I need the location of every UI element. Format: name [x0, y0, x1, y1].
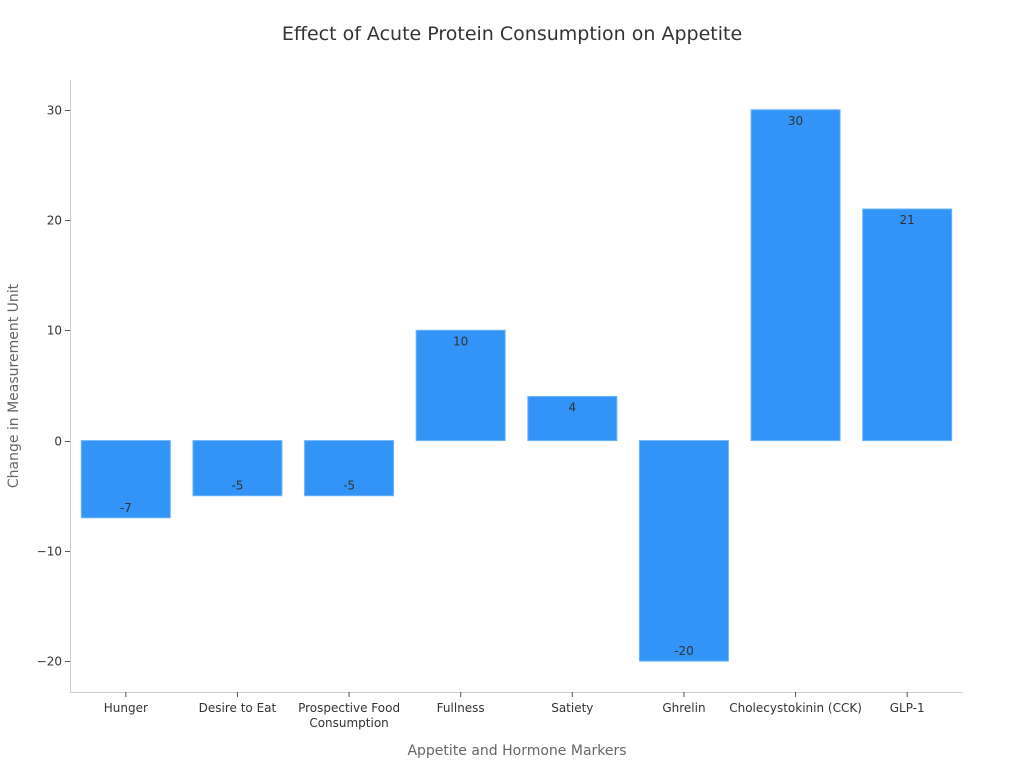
data-label: 10: [453, 334, 468, 348]
bar-cholecystokinin-cck-: [750, 109, 841, 442]
x-tick-label: Ghrelin: [662, 701, 705, 715]
y-tick-label: −20: [37, 655, 62, 669]
x-tick-label: GLP-1: [890, 701, 925, 715]
bar-fullness: [415, 329, 506, 442]
y-tick-label: 30: [47, 104, 62, 118]
x-tick-label: Hunger: [104, 701, 148, 715]
data-label: 30: [788, 114, 803, 128]
x-tick-label-line: Satiety: [551, 701, 593, 715]
data-label: -7: [120, 501, 132, 515]
x-tick-label-line: Hunger: [104, 701, 148, 715]
x-tick-label: Satiety: [551, 701, 593, 715]
y-axis-label: Change in Measurement Unit: [6, 283, 22, 488]
bar-prospective-food-consumption: [304, 440, 395, 497]
x-tick-label-line: Consumption: [309, 716, 388, 730]
bar-satiety: [527, 395, 618, 442]
y-tick-label: −10: [37, 545, 62, 559]
x-tick-label-line: Cholecystokinin (CCK): [729, 701, 862, 715]
data-label: -20: [674, 644, 694, 658]
bar-glp-1: [862, 208, 953, 442]
data-label: -5: [231, 479, 243, 493]
bar-desire-to-eat: [192, 440, 283, 497]
y-tick-label: 0: [54, 435, 62, 449]
x-tick-label-line: Prospective Food: [298, 701, 400, 715]
data-label: -5: [343, 479, 355, 493]
x-tick-label-line: Ghrelin: [662, 701, 705, 715]
y-tick-label: 20: [47, 214, 62, 228]
x-tick-label: Fullness: [437, 701, 485, 715]
bar-ghrelin: [638, 440, 729, 662]
x-tick-label-line: GLP-1: [890, 701, 925, 715]
x-tick-label: Prospective Food Consumption: [298, 701, 400, 730]
data-label: 4: [568, 400, 576, 414]
x-tick-label: Cholecystokinin (CCK): [729, 701, 862, 715]
y-tick-label: 10: [47, 324, 62, 338]
x-tick-label: Desire to Eat: [199, 701, 277, 715]
x-tick-label-line: Desire to Eat: [199, 701, 277, 715]
bar-hunger: [80, 440, 171, 519]
chart-title: Effect of Acute Protein Consumption on A…: [282, 23, 742, 45]
x-axis-label: Appetite and Hormone Markers: [407, 743, 626, 759]
x-tick-label-line: Fullness: [437, 701, 485, 715]
data-label: 21: [900, 213, 915, 227]
